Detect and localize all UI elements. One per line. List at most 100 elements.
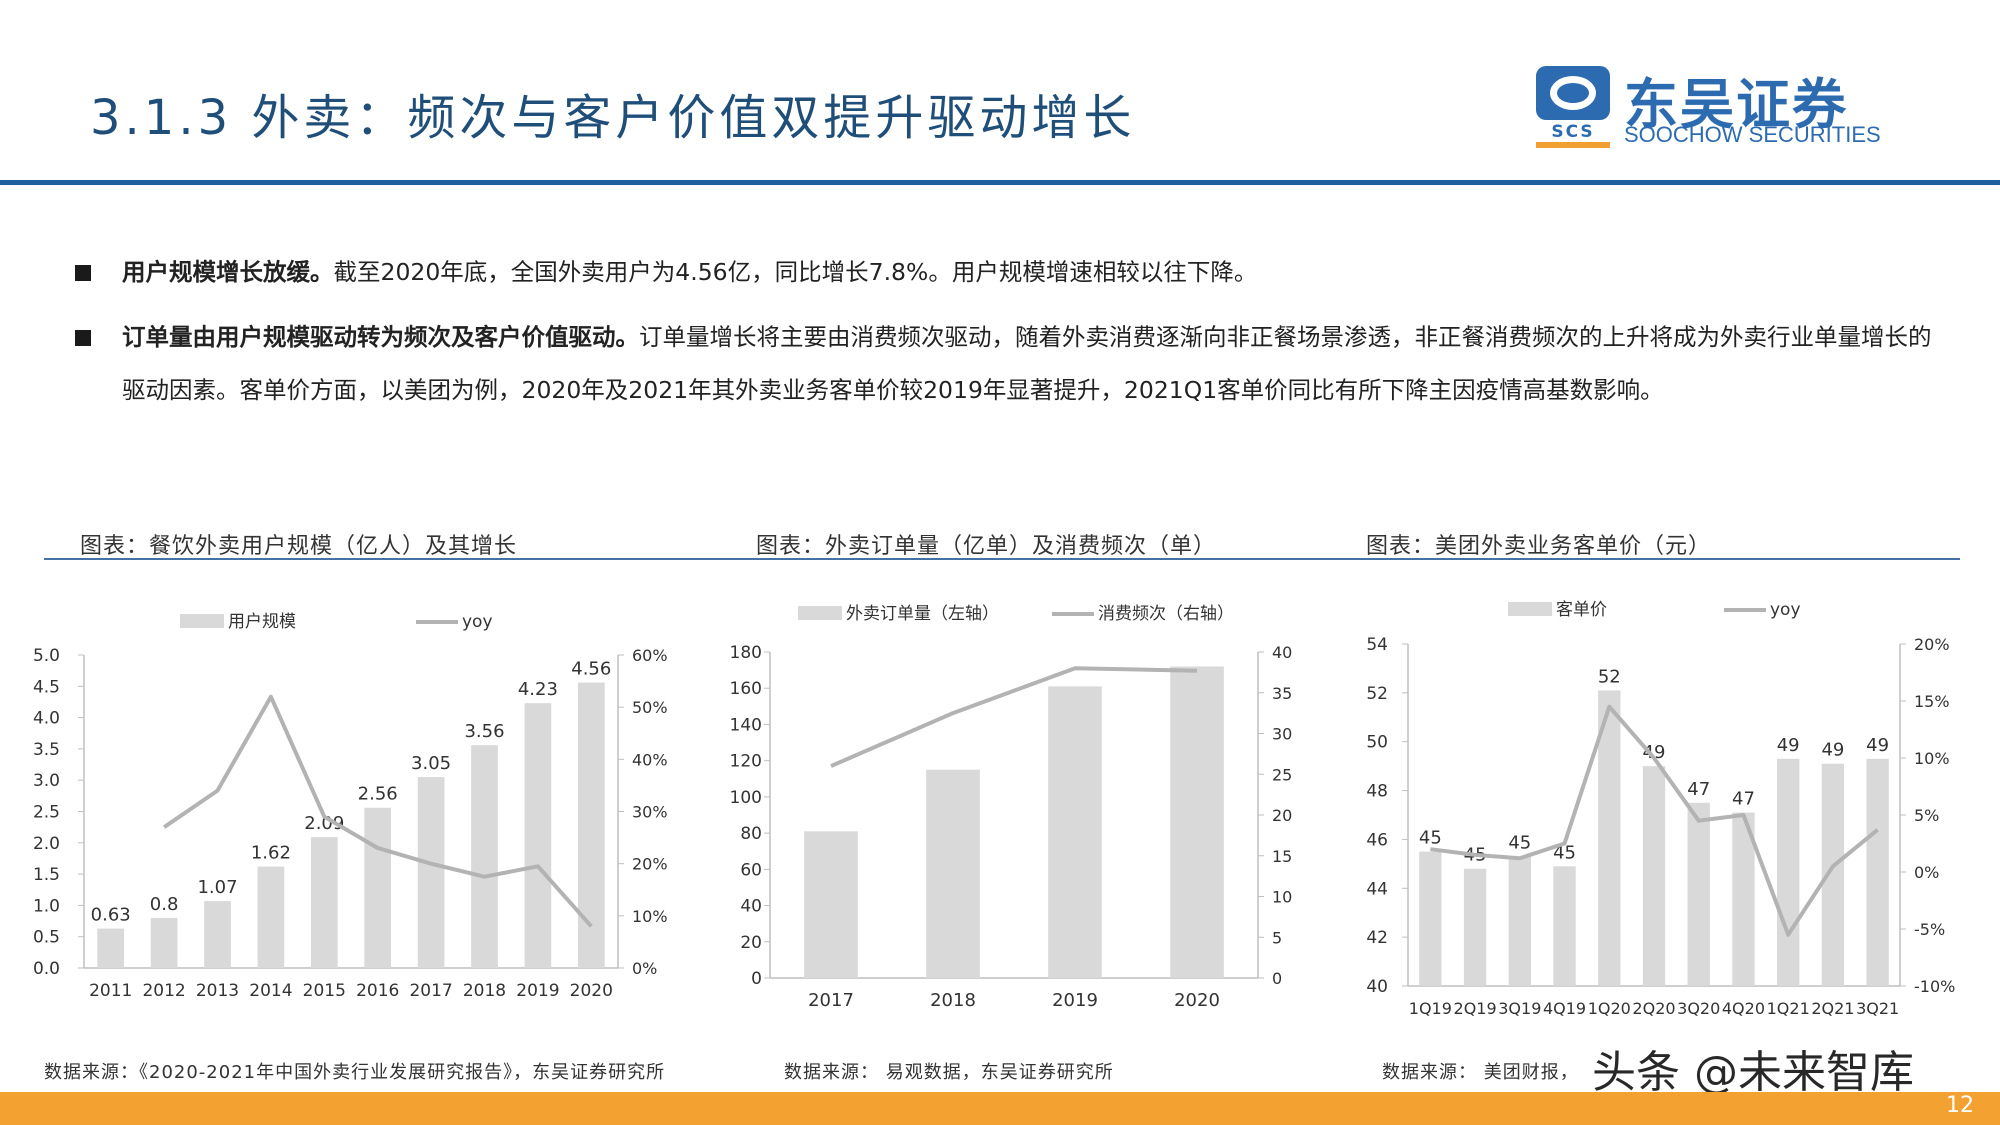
y-right-tick-label: 40 [1272,643,1292,662]
x-tick-label: 2019 [1052,990,1098,1011]
x-tick-label: 1Q19 [1409,999,1452,1018]
y-left-tick-label: 0 [751,969,762,989]
page-number: 12 [1946,1093,1974,1118]
bar [1419,851,1442,986]
bar [1463,868,1487,986]
bar-data-label: 47 [1732,789,1755,810]
bullet-paragraph-1: 用户规模增长放缓。截至2020年底，全国外卖用户为4.56亿，同比增长7.8%。… [122,246,1932,299]
company-logo: SCS 东吴证券 SOOCHOW SECURITIES [1536,62,1881,152]
bullet-1-text: 截至2020年底，全国外卖用户为4.56亿，同比增长7.8%。用户规模增速相较以… [333,258,1258,286]
x-tick-label: 2Q20 [1632,999,1675,1018]
bar-data-label: 3.05 [411,753,451,774]
bar [1777,758,1800,986]
bar [257,866,285,968]
bar [1048,686,1102,978]
y-right-tick-label: 10% [632,907,668,926]
bar [1508,856,1531,986]
y-right-tick-label: 15 [1272,847,1292,866]
y-right-tick-label: 30% [632,803,668,822]
series-line [830,666,1198,768]
watermark-text: 头条 @未来智库 [1592,1047,1914,1098]
bar [417,777,445,968]
bar [1598,690,1621,986]
bar-data-label: 1.07 [197,877,237,898]
y-left-tick-label: 20 [740,933,762,953]
y-left-tick-label: 4.0 [33,709,60,729]
y-right-tick-label: 10 [1272,888,1292,907]
x-tick-label: 4Q20 [1722,999,1765,1018]
header-divider [0,180,2000,185]
bar-data-label: 45 [1508,833,1531,854]
x-tick-label: 2020 [570,981,613,1001]
legend-bar-swatch [1508,602,1552,616]
y-right-tick-label: 60% [632,646,668,665]
y-left-tick-label: 100 [730,788,762,808]
y-left-tick-label: 52 [1366,684,1388,704]
y-left-tick-label: 3.5 [33,740,60,760]
bar [310,837,338,968]
bar-data-label: 2.56 [358,784,398,805]
source-note-2: 数据来源： 易观数据，东吴证券研究所 [784,1062,1114,1083]
y-right-tick-label: 0% [1914,863,1939,882]
y-right-tick-label: 30 [1272,725,1292,744]
chart-order-volume: 0 20 40 60 80 100 120 140 160 180 0 5 10 15 20 25 30 35 40… [730,604,1293,1011]
legend-line-label: 消费频次（右轴） [1098,604,1234,624]
bar [1732,812,1755,986]
y-left-tick-label: 4.5 [33,677,60,697]
y-left-tick-label: 2.5 [33,803,60,823]
x-tick-label: 2018 [930,990,976,1011]
x-tick-label: 2Q19 [1454,999,1497,1018]
x-tick-label: 2017 [409,981,452,1001]
series-line [1430,704,1879,937]
x-tick-label: 1Q21 [1767,999,1810,1018]
x-tick-label: 2Q21 [1811,999,1854,1018]
bar-data-label: 4.56 [571,659,611,680]
logo-accent-bar [1536,142,1610,148]
legend-bar-label: 客单价 [1556,600,1607,620]
bar-data-label: 2.09 [304,813,344,834]
legend-bar-swatch [180,614,224,628]
x-tick-label: 3Q19 [1498,999,1541,1018]
chart-caption-orders: 图表：外卖订单量（亿单）及消费频次（单） [756,534,1217,559]
bullet-square-icon [75,330,91,346]
legend-line-label: yoy [1770,600,1801,620]
chart-user-scale: 0.0 0.5 1.0 1.5 2.0 2.5 3.0 3.5 4.0 4.5 5.0 0% 10% 20… [33,612,668,1001]
x-tick-label: 2013 [196,981,239,1001]
bar [204,901,231,968]
y-left-tick-label: 42 [1366,928,1388,948]
bar [364,807,392,968]
y-right-tick-label: 0 [1272,969,1282,988]
x-tick-label: 3Q21 [1856,999,1899,1018]
bar-data-label: 0.8 [150,894,179,915]
y-right-tick-label: 5 [1272,928,1282,947]
bar [577,682,605,968]
y-right-tick-label: 50% [632,698,668,717]
bullet-2-lead: 订单量由用户规模驱动转为频次及客户价值驱动。 [122,323,639,351]
series-line [162,694,593,928]
bar [1687,802,1710,986]
bar [97,928,125,968]
y-left-tick-label: 180 [730,643,762,663]
bar [524,703,552,968]
x-tick-label: 2012 [142,981,185,1001]
y-left-tick-label: 140 [730,715,762,735]
caption-divider [44,558,1960,560]
y-right-tick-label: 25 [1272,765,1292,784]
y-right-tick-label: 20% [632,855,668,874]
logo-mark-icon [1536,66,1610,120]
page-title: 3.1.3 外卖：频次与客户价值双提升驱动增长 [90,90,1136,146]
source-note-1: 数据来源：《2020-2021年中国外卖行业发展研究报告》，东吴证券研究所 [44,1062,666,1083]
y-right-tick-label: 10% [1914,749,1950,768]
bar-data-label: 49 [1866,735,1889,756]
bullet-square-icon [75,265,91,281]
x-tick-label: 2011 [89,981,132,1001]
bar [471,745,498,968]
x-tick-label: 2019 [516,981,559,1001]
y-left-tick-label: 1.0 [33,896,60,916]
y-left-tick-label: 60 [740,860,762,880]
y-right-tick-label: -5% [1914,920,1945,939]
y-left-tick-label: 2.0 [33,834,60,854]
legend-line-label: yoy [462,612,493,632]
bar [926,769,980,978]
bar [1821,763,1845,986]
